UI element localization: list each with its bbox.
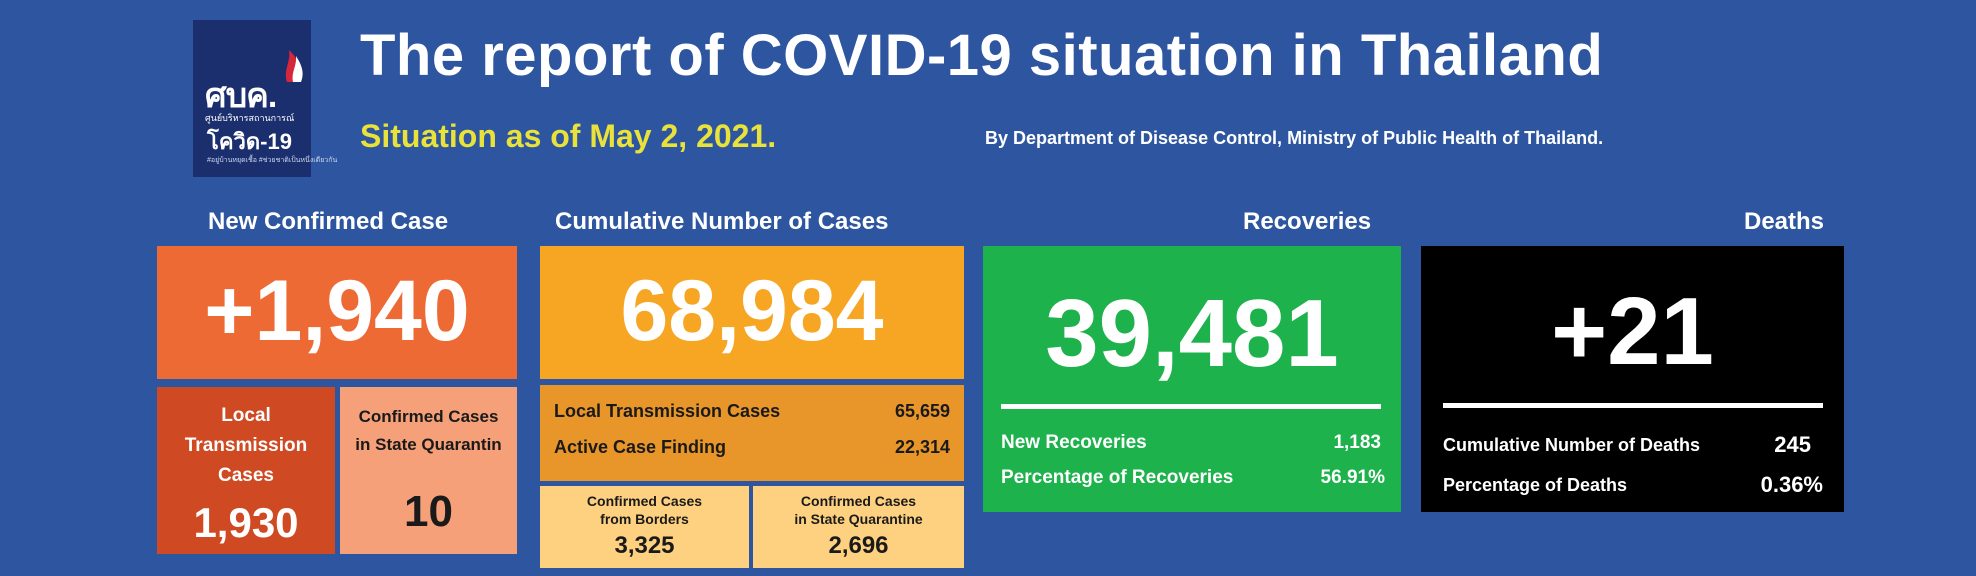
cum-deaths-label: Cumulative Number of Deaths <box>1443 435 1701 455</box>
cum-local-value: 65,659 <box>894 401 950 421</box>
new-local-label-line3: Cases <box>218 465 274 486</box>
cumulative-value: 68,984 <box>620 263 884 359</box>
cum-borders-panel: Confirmed Cases from Borders 3,325 <box>540 486 749 568</box>
new-quarantine-label-line1: Confirmed Cases <box>358 407 499 426</box>
recoveries-panel: 39,481 New Recoveries 1,183 Percentage o… <box>983 246 1401 512</box>
new-quarantine-panel: Confirmed Cases in State Quarantin 10 <box>340 387 517 554</box>
new-local-label-line2: Transmission <box>184 435 308 456</box>
dcc-logo: ศบค. ศูนย์บริหารสถานการณ์ โควิด-19 #อยู่… <box>193 20 337 177</box>
new-quarantine-value: 10 <box>404 487 453 536</box>
cum-active-label: Active Case Finding <box>554 437 727 457</box>
cumulative-breakdown-panel: Local Transmission Cases 65,659 Active C… <box>540 385 964 481</box>
deaths-panel: +21 Cumulative Number of Deaths 245 Perc… <box>1421 246 1844 512</box>
deaths-pct-label: Percentage of Deaths <box>1443 475 1628 495</box>
cum-deaths-value: 245 <box>1774 432 1811 457</box>
cum-quarantine-label-line1: Confirmed Cases <box>800 493 917 509</box>
flame-icon <box>285 50 303 82</box>
deaths-heading: Deaths <box>1744 208 1825 235</box>
recoveries-heading: Recoveries <box>1243 208 1372 235</box>
cum-quarantine-value: 2,696 <box>828 532 889 559</box>
cum-active-value: 22,314 <box>894 437 950 457</box>
cumulative-panel: 68,984 <box>540 246 964 379</box>
new-recoveries-label: New Recoveries <box>1001 432 1147 453</box>
cum-quarantine-panel: Confirmed Cases in State Quarantine 2,69… <box>753 486 964 568</box>
deaths-value: +21 <box>1551 278 1714 385</box>
logo-tagline: #อยู่บ้านหยุดเชื้อ #ช่วยชาติเป็นหนึ่งเดี… <box>207 157 338 164</box>
recoveries-pct-value: 56.91% <box>1320 467 1385 488</box>
new-confirmed-panel: +1,940 <box>157 246 517 379</box>
new-confirmed-value: +1,940 <box>204 263 470 359</box>
cum-local-label: Local Transmission Cases <box>554 401 781 421</box>
new-local-label-line1: Local <box>221 405 271 426</box>
deaths-divider <box>1443 403 1823 408</box>
logo-subtitle: ศูนย์บริหารสถานการณ์ <box>205 113 295 123</box>
cum-quarantine-label-line2: in State Quarantine <box>794 511 923 527</box>
cum-borders-label-line1: Confirmed Cases <box>586 493 703 509</box>
recoveries-pct-label: Percentage of Recoveries <box>1001 467 1234 488</box>
recoveries-divider <box>1001 404 1381 409</box>
new-confirmed-heading: New Confirmed Case <box>208 208 449 235</box>
logo-mark: ศบค. <box>205 77 277 115</box>
situation-date: Situation as of May 2, 2021. <box>360 118 777 154</box>
recoveries-value: 39,481 <box>1045 280 1339 387</box>
cumulative-heading: Cumulative Number of Cases <box>555 208 889 235</box>
source-byline: By Department of Disease Control, Minist… <box>985 128 1604 148</box>
new-local-transmission-panel: Local Transmission Cases 1,930 <box>157 387 335 554</box>
new-recoveries-value: 1,183 <box>1333 432 1381 453</box>
cum-borders-value: 3,325 <box>614 532 675 559</box>
logo-covid-text: โควิด-19 <box>207 129 292 154</box>
cum-borders-label-line2: from Borders <box>600 511 689 527</box>
new-local-value: 1,930 <box>193 499 299 546</box>
new-quarantine-label-line2: in State Quarantin <box>355 435 502 454</box>
page-title: The report of COVID-19 situation in Thai… <box>360 23 1604 88</box>
deaths-pct-value: 0.36% <box>1760 472 1823 497</box>
